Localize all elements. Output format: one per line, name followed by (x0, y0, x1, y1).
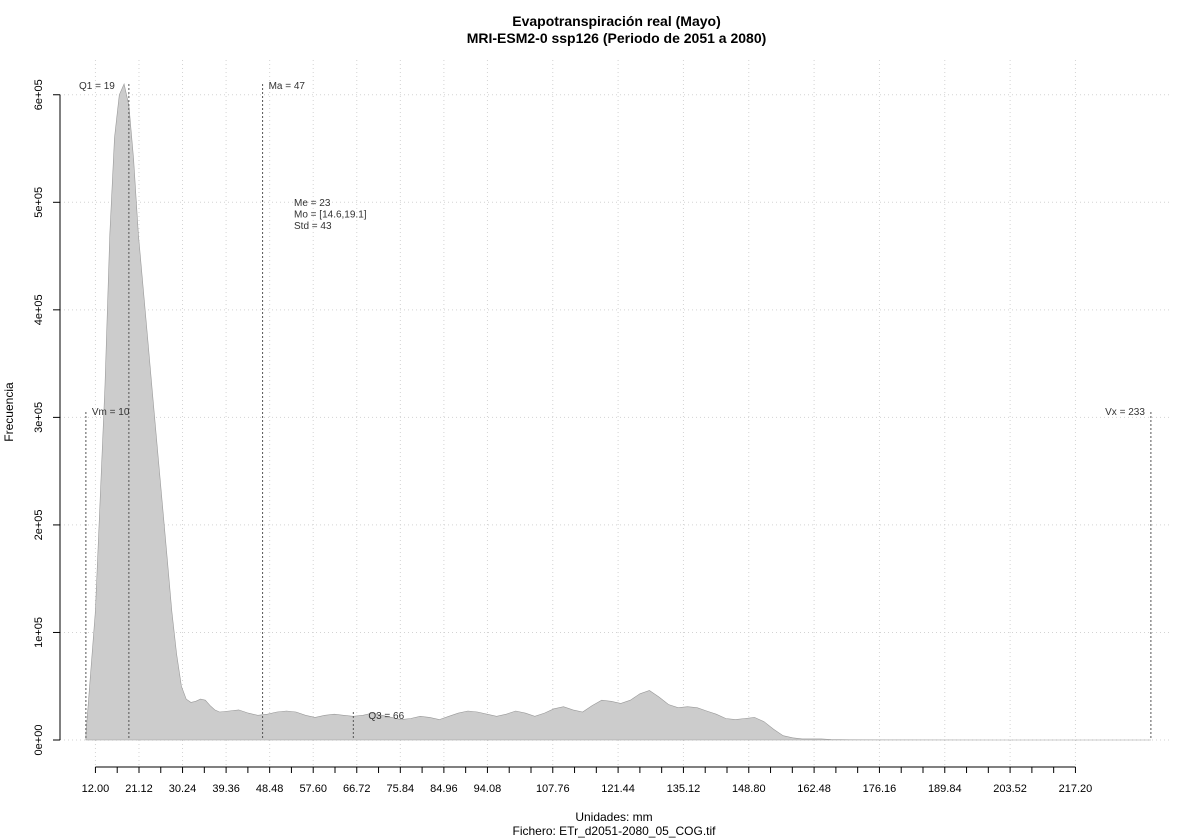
x-tick-label: 39.36 (212, 783, 240, 795)
y-tick-label: 0e+00 (33, 725, 45, 756)
density-area (85, 83, 1151, 741)
x-tick-label: 148.80 (732, 783, 766, 795)
x-tick-label: 57.60 (299, 783, 327, 795)
x-tick-label: 121.44 (601, 783, 635, 795)
statistic-label: Q3 = 66 (368, 711, 404, 722)
x-tick-label: 75.84 (387, 783, 415, 795)
statistic-label: Vx = 233 (1105, 407, 1145, 418)
x-tick-label: 48.48 (256, 783, 284, 795)
x-tick-label: 94.08 (474, 783, 502, 795)
statistic-lines (85, 84, 1152, 740)
y-tick-label: 4e+05 (33, 294, 45, 325)
x-tick-label: 162.48 (797, 783, 831, 795)
x-tick-label: 107.76 (536, 783, 570, 795)
x-tick-label: 30.24 (169, 783, 197, 795)
x-axis-label: Unidades: mm (575, 810, 652, 824)
x-tick-label: 217.20 (1059, 783, 1093, 795)
y-tick-label: 5e+05 (33, 187, 45, 218)
file-label: Fichero: ETr_d2051-2080_05_COG.tif (513, 824, 717, 838)
summary-stat: Me = 23 (294, 198, 331, 209)
y-tick-label: 6e+05 (33, 79, 45, 110)
y-tick-label: 2e+05 (33, 509, 45, 540)
x-tick-label: 21.12 (125, 783, 153, 795)
x-tick-label: 203.52 (993, 783, 1027, 795)
statistic-label: Q1 = 19 (79, 81, 115, 92)
statistic-label: Ma = 47 (269, 81, 306, 92)
x-tick-label: 12.00 (82, 783, 110, 795)
y-tick-label: 3e+05 (33, 402, 45, 433)
summary-stat: Mo = [14.6,19.1] (294, 210, 367, 221)
y-tick-label: 1e+05 (33, 617, 45, 648)
grid-lines (60, 60, 1170, 767)
annotation-labels: Vm = 10 Q1 = 19 Ma = 47 Q3 = 66 Vx = 233 Me =… (79, 81, 1145, 722)
x-tick-label: 66.72 (343, 783, 371, 795)
chart-subtitle: MRI-ESM2-0 ssp126 (Periodo de 2051 a 208… (466, 30, 767, 46)
x-tick-label: 84.96 (430, 783, 458, 795)
x-axis: 12.00 21.12 30.24 39.36 48.48 57.60 66.72 75.84… (82, 766, 1093, 795)
y-axis: 0e+00 1e+05 2e+05 3e+05 4e+05 5e+05 6e+05 (33, 79, 61, 756)
chart-title: Evapotranspiración real (Mayo) (512, 13, 721, 29)
y-axis-label: Frecuencia (2, 382, 16, 442)
chart-title-block: Evapotranspiración real (Mayo) MRI-ESM2-… (0, 13, 1200, 47)
x-tick-label: 176.16 (863, 783, 897, 795)
summary-stat: Std = 43 (294, 221, 332, 232)
x-tick-label: 135.12 (667, 783, 701, 795)
statistic-label: Vm = 10 (92, 407, 130, 418)
x-tick-label: 189.84 (928, 783, 962, 795)
